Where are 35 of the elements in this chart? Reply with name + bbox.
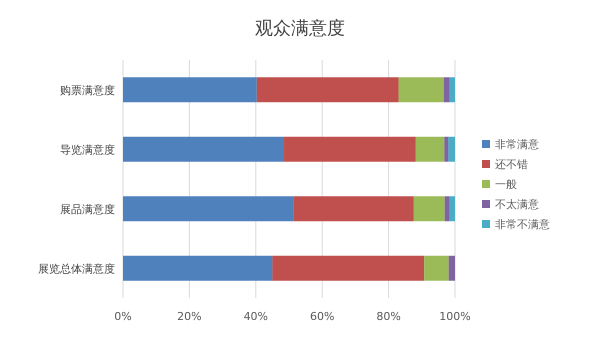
bar: [123, 196, 294, 222]
x-tick-label: 20%: [177, 310, 202, 323]
bar: [123, 77, 257, 102]
y-tick-label: 展品满意度: [60, 202, 115, 216]
bar: [450, 196, 455, 222]
bar: [414, 196, 445, 222]
legend-label: 非常满意: [495, 138, 539, 151]
bar: [416, 136, 444, 162]
legend-label: 不太满意: [495, 198, 539, 211]
x-tick-label: 60%: [310, 310, 334, 323]
bar: [398, 77, 444, 102]
y-tick-label: 购票满意度: [60, 84, 115, 97]
legend-label: 非常不满意: [495, 218, 550, 231]
x-tick-label: 100%: [439, 310, 471, 323]
x-tick-label: 40%: [244, 310, 268, 323]
bar: [123, 136, 284, 162]
bar: [444, 196, 450, 222]
y-tick-label: 展览总体满意度: [38, 262, 115, 276]
bar: [123, 256, 272, 281]
bar: [272, 256, 424, 281]
bar: [448, 136, 455, 162]
bar: [450, 77, 455, 102]
y-tick-label: 导览满意度: [60, 143, 115, 156]
bar: [294, 196, 414, 222]
legend-label: 一般: [495, 178, 517, 191]
bar: [424, 256, 449, 281]
x-tick-label: 0%: [114, 310, 132, 323]
x-tick-label: 80%: [376, 310, 401, 323]
legend-label: 还不错: [495, 158, 528, 171]
bar: [448, 256, 455, 281]
bar: [444, 136, 448, 162]
bar: [256, 77, 399, 102]
bar: [444, 77, 450, 102]
chart-title: 观众满意度: [255, 18, 345, 39]
bar: [284, 136, 416, 162]
